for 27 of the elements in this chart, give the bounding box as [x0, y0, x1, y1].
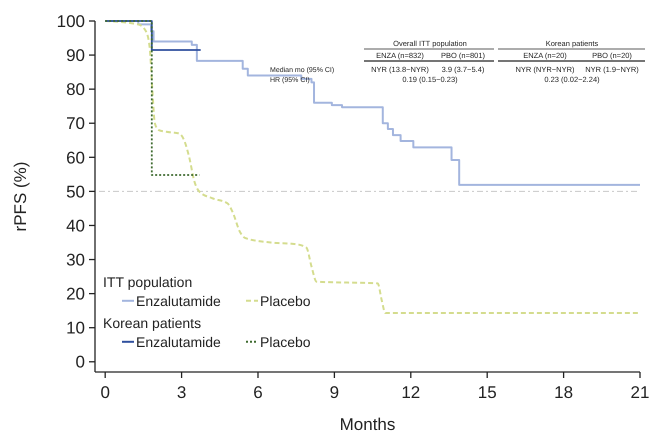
x-tick-label: 6: [253, 383, 263, 402]
y-tick-label: 100: [56, 12, 85, 31]
x-tick-label: 21: [630, 383, 650, 402]
y-tick-label: 0: [76, 352, 85, 372]
annotation: ITT population: [103, 274, 192, 290]
y-tick-label: 60: [66, 148, 85, 168]
y-tick-label: 90: [66, 46, 85, 66]
x-tick-label: 0: [100, 383, 110, 402]
y-tick-label: 70: [66, 114, 85, 134]
x-tick-label: 12: [401, 383, 420, 402]
x-tick-label: 9: [330, 383, 340, 402]
y-tick-label: 30: [66, 250, 85, 270]
y-axis-title: rPFS (%): [11, 162, 30, 232]
legend-label: Enzalutamide: [136, 334, 222, 350]
y-tick-label: 80: [66, 80, 85, 100]
y-tick-label: 50: [66, 182, 85, 202]
x-axis-title: Months: [340, 415, 396, 434]
y-tick-label: 10: [66, 318, 85, 338]
x-tick-label: 18: [554, 383, 574, 402]
legend-label: Placebo: [260, 292, 311, 309]
annotation: Korean patients: [103, 314, 202, 331]
x-tick-label: 15: [478, 383, 497, 402]
x-tick-label: 3: [176, 383, 186, 402]
y-tick-label: 20: [66, 284, 85, 304]
y-tick-label: 40: [66, 216, 85, 236]
legend-label: Enzalutamide: [136, 292, 222, 309]
legend-label: Placebo: [260, 334, 311, 350]
